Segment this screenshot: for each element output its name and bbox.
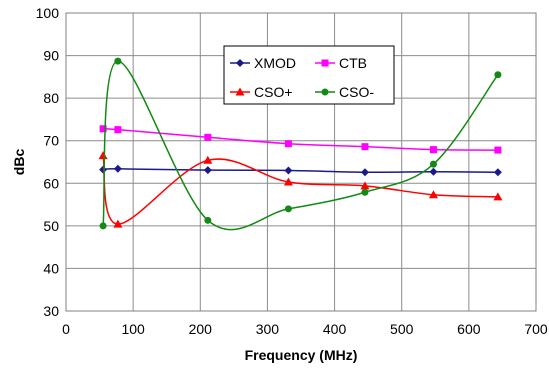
legend-label: XMOD (254, 55, 296, 71)
y-tick-label: 60 (43, 175, 59, 191)
data-point (284, 205, 292, 213)
legend-label: CSO+ (254, 84, 293, 100)
y-axis-title: dBc (11, 149, 27, 176)
data-point (493, 168, 502, 177)
tick-labels: 30 40 50 60 70 80 90 100 0 100 200 300 400 500 600 700 (36, 5, 548, 337)
series-xmod (99, 164, 502, 177)
series-layer (98, 57, 503, 231)
data-point (360, 168, 369, 177)
data-point (113, 219, 123, 228)
data-point (361, 143, 369, 151)
series-line (102, 155, 498, 225)
data-point (99, 125, 107, 133)
legend-item: CSO- (315, 84, 374, 100)
data-point (429, 146, 437, 154)
x-tick-label: 600 (457, 321, 481, 337)
data-point (428, 190, 438, 199)
x-tick-label: 300 (256, 321, 280, 337)
y-tick-label: 90 (43, 48, 59, 64)
series-cso- (99, 57, 502, 231)
y-tick-label: 40 (43, 260, 59, 276)
legend-item: CSO+ (230, 84, 293, 100)
x-tick-label: 100 (121, 321, 145, 337)
data-point (494, 71, 502, 79)
data-point (321, 88, 329, 96)
data-point (114, 126, 122, 134)
data-point (360, 181, 370, 190)
data-point (283, 177, 293, 186)
legend: XMOD CTB CSO+ CSO- (223, 45, 395, 105)
series-ctb (99, 125, 502, 154)
y-tick-label: 100 (36, 5, 60, 21)
legend-item: CTB (315, 55, 367, 71)
x-tick-label: 500 (390, 321, 414, 337)
legend-box (223, 45, 395, 105)
data-point (361, 188, 369, 196)
data-point (284, 166, 293, 175)
plot-area-border (65, 12, 537, 312)
data-point (99, 165, 108, 174)
x-tick-label: 700 (524, 321, 548, 337)
series-line (103, 168, 498, 174)
data-point (98, 151, 108, 160)
data-point (429, 160, 437, 168)
x-tick-label: 200 (189, 321, 213, 337)
data-point (204, 216, 212, 224)
series-cso- (98, 151, 503, 228)
data-point (284, 140, 292, 148)
data-point (203, 166, 212, 175)
data-point (494, 146, 502, 154)
data-point (114, 57, 122, 65)
data-point (99, 222, 107, 230)
data-point (235, 87, 245, 96)
data-point (236, 59, 244, 67)
legend-item: XMOD (230, 55, 296, 71)
data-point (429, 167, 438, 176)
legend-label: CSO- (339, 84, 374, 100)
data-point (321, 59, 329, 67)
x-tick-label: 0 (62, 321, 70, 337)
y-tick-label: 80 (43, 90, 59, 106)
data-point (493, 192, 503, 201)
y-tick-label: 30 (43, 303, 59, 319)
data-point (203, 155, 213, 164)
legend-label: CTB (339, 55, 367, 71)
y-tick-label: 70 (43, 133, 59, 149)
x-axis-title: Frequency (MHz) (245, 347, 358, 363)
x-tick-label: 400 (323, 321, 347, 337)
data-point (113, 164, 122, 173)
data-point (204, 133, 212, 141)
y-tick-label: 50 (43, 218, 59, 234)
